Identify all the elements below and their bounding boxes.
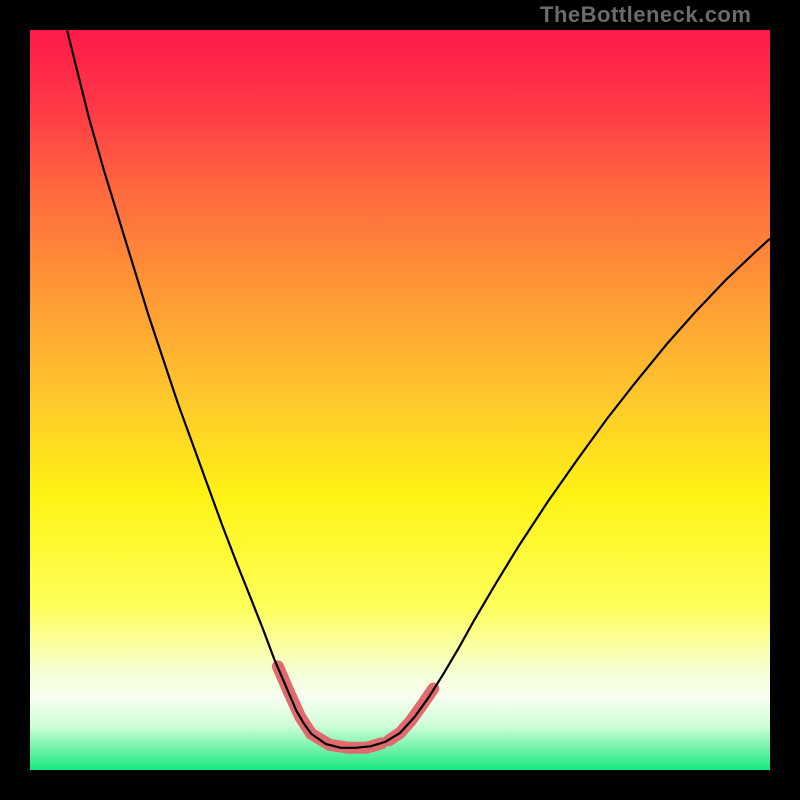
watermark-text: TheBottleneck.com [540,2,751,28]
gradient-background [30,30,770,770]
bottleneck-chart [0,0,800,800]
